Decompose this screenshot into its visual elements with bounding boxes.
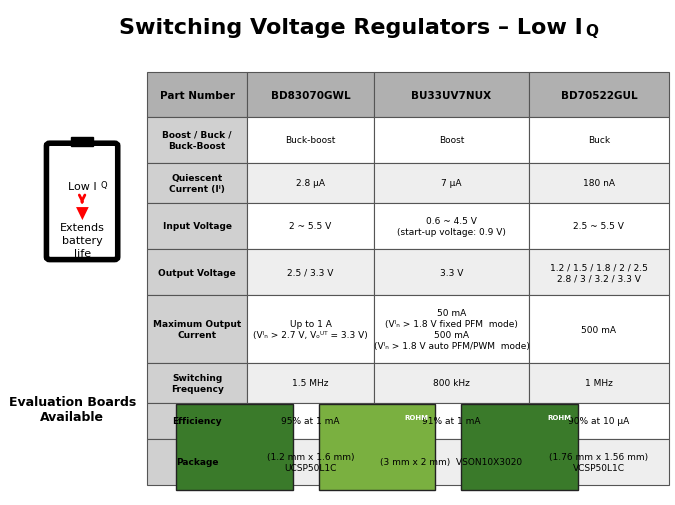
Text: 50 mA
(Vᴵₙ > 1.8 V fixed PFM  mode)
500 mA
(Vᴵₙ > 1.8 V auto PFM/PWM  mode): 50 mA (Vᴵₙ > 1.8 V fixed PFM mode) 500 m… bbox=[373, 308, 529, 350]
Text: Maximum Output
Current: Maximum Output Current bbox=[153, 319, 241, 339]
Text: Low I: Low I bbox=[68, 182, 97, 192]
Text: Efficiency: Efficiency bbox=[172, 417, 222, 425]
Bar bbox=[319, 404, 435, 490]
Bar bbox=[529, 73, 668, 118]
Text: Package: Package bbox=[176, 457, 218, 466]
Bar bbox=[247, 118, 374, 164]
Text: 7 μA: 7 μA bbox=[441, 179, 462, 188]
Text: (1.76 mm x 1.56 mm)
VCSP50L1C: (1.76 mm x 1.56 mm) VCSP50L1C bbox=[549, 452, 649, 472]
Text: Quiescent
Current (Iⁱ): Quiescent Current (Iⁱ) bbox=[169, 173, 225, 193]
Bar bbox=[529, 403, 668, 439]
Text: 2.8 μA: 2.8 μA bbox=[296, 179, 325, 188]
Text: Buck: Buck bbox=[588, 136, 610, 145]
Text: Switching Voltage Regulators – Low I: Switching Voltage Regulators – Low I bbox=[119, 18, 583, 38]
Text: Output Voltage: Output Voltage bbox=[158, 268, 236, 277]
Bar bbox=[247, 164, 374, 204]
Text: Buck-boost: Buck-boost bbox=[286, 136, 335, 145]
Text: 0.6 ~ 4.5 V
(start-up voltage: 0.9 V): 0.6 ~ 4.5 V (start-up voltage: 0.9 V) bbox=[397, 217, 506, 236]
Text: Q: Q bbox=[586, 24, 599, 39]
Bar bbox=[71, 137, 93, 146]
Text: 2 ~ 5.5 V: 2 ~ 5.5 V bbox=[290, 222, 331, 231]
Text: Evaluation Boards
Available: Evaluation Boards Available bbox=[9, 395, 136, 423]
Bar bbox=[374, 164, 529, 204]
Bar bbox=[147, 295, 247, 363]
Bar bbox=[374, 204, 529, 249]
Bar bbox=[247, 439, 374, 485]
Bar bbox=[147, 403, 247, 439]
Bar bbox=[374, 295, 529, 363]
Bar bbox=[374, 439, 529, 485]
Text: ROHM: ROHM bbox=[405, 414, 429, 420]
Text: 1.5 MHz: 1.5 MHz bbox=[292, 379, 329, 388]
Text: 90% at 10 μA: 90% at 10 μA bbox=[568, 417, 630, 425]
Bar bbox=[529, 249, 668, 295]
Text: Input Voltage: Input Voltage bbox=[163, 222, 232, 231]
Bar bbox=[247, 204, 374, 249]
Bar bbox=[461, 404, 578, 490]
Text: 180 nA: 180 nA bbox=[583, 179, 615, 188]
Text: BD83070GWL: BD83070GWL bbox=[271, 90, 350, 100]
Text: (3 mm x 2 mm)  VSON10X3020: (3 mm x 2 mm) VSON10X3020 bbox=[381, 457, 522, 466]
Bar bbox=[147, 164, 247, 204]
Text: ▼: ▼ bbox=[76, 205, 88, 223]
Bar bbox=[147, 204, 247, 249]
Text: 500 mA: 500 mA bbox=[581, 325, 616, 334]
Text: 1.2 / 1.5 / 1.8 / 2 / 2.5
2.8 / 3 / 3.2 / 3.3 V: 1.2 / 1.5 / 1.8 / 2 / 2.5 2.8 / 3 / 3.2 … bbox=[550, 263, 648, 283]
Text: Extends
battery
life: Extends battery life bbox=[59, 222, 105, 259]
Text: Part Number: Part Number bbox=[159, 90, 235, 100]
Text: (1.2 mm x 1.6 mm)
UCSP50L1C: (1.2 mm x 1.6 mm) UCSP50L1C bbox=[267, 452, 354, 472]
Bar bbox=[374, 249, 529, 295]
Text: 2.5 / 3.3 V: 2.5 / 3.3 V bbox=[288, 268, 333, 277]
Text: BU33UV7NUX: BU33UV7NUX bbox=[411, 90, 491, 100]
Bar bbox=[247, 249, 374, 295]
Bar bbox=[247, 73, 374, 118]
Text: 91% at 1 mA: 91% at 1 mA bbox=[422, 417, 481, 425]
Bar bbox=[529, 363, 668, 403]
Text: Up to 1 A
(Vᴵₙ > 2.7 V, Vₒᵁᵀ = 3.3 V): Up to 1 A (Vᴵₙ > 2.7 V, Vₒᵁᵀ = 3.3 V) bbox=[253, 319, 368, 339]
Bar bbox=[374, 363, 529, 403]
Bar bbox=[374, 118, 529, 164]
Bar bbox=[529, 118, 668, 164]
Bar bbox=[374, 73, 529, 118]
Text: BD70522GUL: BD70522GUL bbox=[560, 90, 637, 100]
Text: 3.3 V: 3.3 V bbox=[439, 268, 463, 277]
Bar bbox=[176, 404, 293, 490]
Text: Q: Q bbox=[100, 180, 107, 189]
Text: Boost: Boost bbox=[439, 136, 464, 145]
Bar bbox=[147, 118, 247, 164]
Text: 1 MHz: 1 MHz bbox=[585, 379, 613, 388]
Bar bbox=[247, 295, 374, 363]
Bar bbox=[529, 439, 668, 485]
Bar bbox=[147, 249, 247, 295]
Bar bbox=[529, 295, 668, 363]
Bar bbox=[147, 363, 247, 403]
Bar bbox=[529, 164, 668, 204]
FancyBboxPatch shape bbox=[47, 144, 117, 260]
Bar bbox=[147, 73, 247, 118]
Bar bbox=[374, 403, 529, 439]
Bar bbox=[147, 439, 247, 485]
Bar bbox=[247, 363, 374, 403]
Text: 95% at 1 mA: 95% at 1 mA bbox=[281, 417, 340, 425]
Text: 800 kHz: 800 kHz bbox=[433, 379, 470, 388]
Bar bbox=[529, 204, 668, 249]
Text: 2.5 ~ 5.5 V: 2.5 ~ 5.5 V bbox=[574, 222, 624, 231]
Text: Switching
Frequency: Switching Frequency bbox=[171, 373, 223, 393]
Text: Boost / Buck /
Buck-Boost: Boost / Buck / Buck-Boost bbox=[163, 130, 232, 150]
Text: ROHM: ROHM bbox=[547, 414, 571, 420]
Bar bbox=[247, 403, 374, 439]
